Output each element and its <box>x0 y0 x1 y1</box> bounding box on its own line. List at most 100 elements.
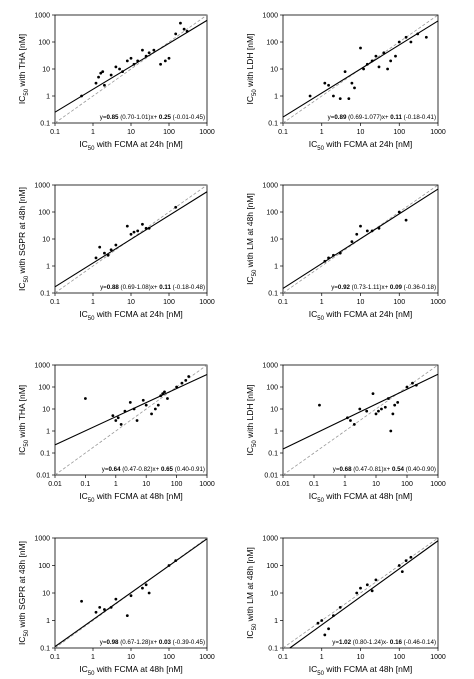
y-tick-label: 10 <box>42 237 50 244</box>
data-point <box>109 73 113 77</box>
data-point <box>106 253 110 257</box>
data-point <box>132 230 136 234</box>
regression-line <box>54 19 208 113</box>
data-point <box>99 71 103 75</box>
regression-line <box>289 540 439 649</box>
equation-intercept-ci: (0.40-0.90) <box>404 466 436 473</box>
data-point <box>424 35 428 39</box>
x-tick-label: 10 <box>142 481 150 488</box>
data-point <box>338 97 342 101</box>
label-rest: with FCMA at 48h [nM] <box>324 491 412 501</box>
equation-slope: 0.85 <box>106 114 119 121</box>
y-tick-label: 10 <box>42 407 50 414</box>
x-tick-label: 1000 <box>430 299 446 306</box>
equation-slope-ci: (0.80-1.24)x- <box>351 639 390 646</box>
equation-intercept-ci: (-0.01-0.45) <box>171 114 205 121</box>
equation-intercept: 0.11 <box>390 114 402 121</box>
equation-intercept: 0.11 <box>159 284 171 291</box>
data-point <box>116 416 120 420</box>
data-point <box>97 75 100 79</box>
y-axis-label: IC50 with LM at 48h [nM] <box>245 193 258 285</box>
data-point <box>159 62 162 66</box>
y-tick-label: 1 <box>46 264 50 271</box>
data-point <box>98 605 102 609</box>
y-tick-label: 10 <box>42 67 50 74</box>
x-tick-label: 100 <box>163 299 175 306</box>
x-tick-label: 10 <box>372 481 380 488</box>
regression-line <box>54 538 208 648</box>
x-tick-label: 1000 <box>430 129 446 136</box>
label-rest: with FCMA at 24h [nM] <box>94 139 182 149</box>
equation-slope: 0.64 <box>108 466 121 473</box>
y-tick-label: 1000 <box>262 363 278 370</box>
data-point <box>316 621 320 625</box>
label-prefix: IC <box>309 309 318 319</box>
data-point <box>383 405 387 409</box>
label-subscript: 50 <box>317 316 324 322</box>
y-tick-label: 0.01 <box>264 473 278 480</box>
data-point <box>80 599 83 603</box>
equation-prefix: y= <box>100 639 107 646</box>
data-point <box>386 67 389 71</box>
data-point <box>327 83 330 87</box>
y-tick-label: 0.1 <box>40 646 50 653</box>
equation-slope: 1.02 <box>339 639 352 646</box>
label-subscript: 50 <box>252 89 258 96</box>
label-rest: with FCMA at 24h [nM] <box>324 309 412 319</box>
data-point <box>98 245 102 249</box>
label-subscript: 50 <box>88 498 95 504</box>
x-tick-label: 1000 <box>199 129 215 136</box>
label-subscript: 50 <box>24 629 30 636</box>
data-point <box>327 256 330 260</box>
data-point <box>150 412 153 416</box>
equation-prefix: y= <box>332 639 339 646</box>
data-point <box>147 226 151 230</box>
x-tick-label: 1000 <box>199 299 215 306</box>
x-tick-label: 0.1 <box>309 481 319 488</box>
label-rest: with FCMA at 48h [nM] <box>94 491 182 501</box>
x-tick-label: 0.1 <box>50 299 60 306</box>
y-tick-label: 0.1 <box>268 451 278 458</box>
data-point <box>80 94 83 98</box>
data-point <box>174 559 178 563</box>
data-point <box>323 81 327 85</box>
label-prefix: IC <box>245 276 255 285</box>
equation-slope-ci: (0.47-0.81)x+ <box>352 466 392 473</box>
y-axis-label: IC50 with LDH [nM] <box>245 34 258 105</box>
data-point <box>128 400 132 404</box>
data-point <box>397 40 401 44</box>
identity-line <box>54 14 208 124</box>
data-point <box>185 29 189 33</box>
regression-equation: y=0.68 (0.47-0.81)x+ 0.54 (0.40-0.90) <box>333 466 436 473</box>
x-tick-label: 100 <box>401 481 413 488</box>
equation-intercept: 0.65 <box>161 466 174 473</box>
y-tick-label: 100 <box>38 40 50 47</box>
data-point <box>159 394 163 398</box>
label-subscript: 50 <box>252 623 258 630</box>
equation-prefix: y= <box>100 284 107 291</box>
x-tick-label: 1 <box>320 299 324 306</box>
label-subscript: 50 <box>24 275 30 282</box>
label-subscript: 50 <box>252 269 258 276</box>
data-point <box>144 54 148 58</box>
x-axis-label: IC50 with FCMA at 24h [nM] <box>79 309 183 322</box>
data-point <box>175 385 179 389</box>
data-point <box>327 627 330 631</box>
data-point <box>174 32 178 36</box>
y-tick-label: 100 <box>38 210 50 217</box>
data-point <box>125 59 129 63</box>
data-point <box>358 407 362 411</box>
y-tick-label: 100 <box>266 385 278 392</box>
label-rest: with SGPR at 48h [nM] <box>17 187 27 276</box>
label-subscript: 50 <box>88 146 95 152</box>
x-tick-label: 100 <box>171 481 183 488</box>
data-point <box>125 614 129 618</box>
data-point <box>370 229 374 233</box>
equation-intercept-ci: (-0.18-0.48) <box>171 284 205 291</box>
data-point <box>182 27 186 31</box>
data-point <box>416 32 420 36</box>
y-tick-label: 1000 <box>34 536 50 543</box>
data-point <box>94 610 98 614</box>
y-tick-label: 0.01 <box>36 473 50 480</box>
